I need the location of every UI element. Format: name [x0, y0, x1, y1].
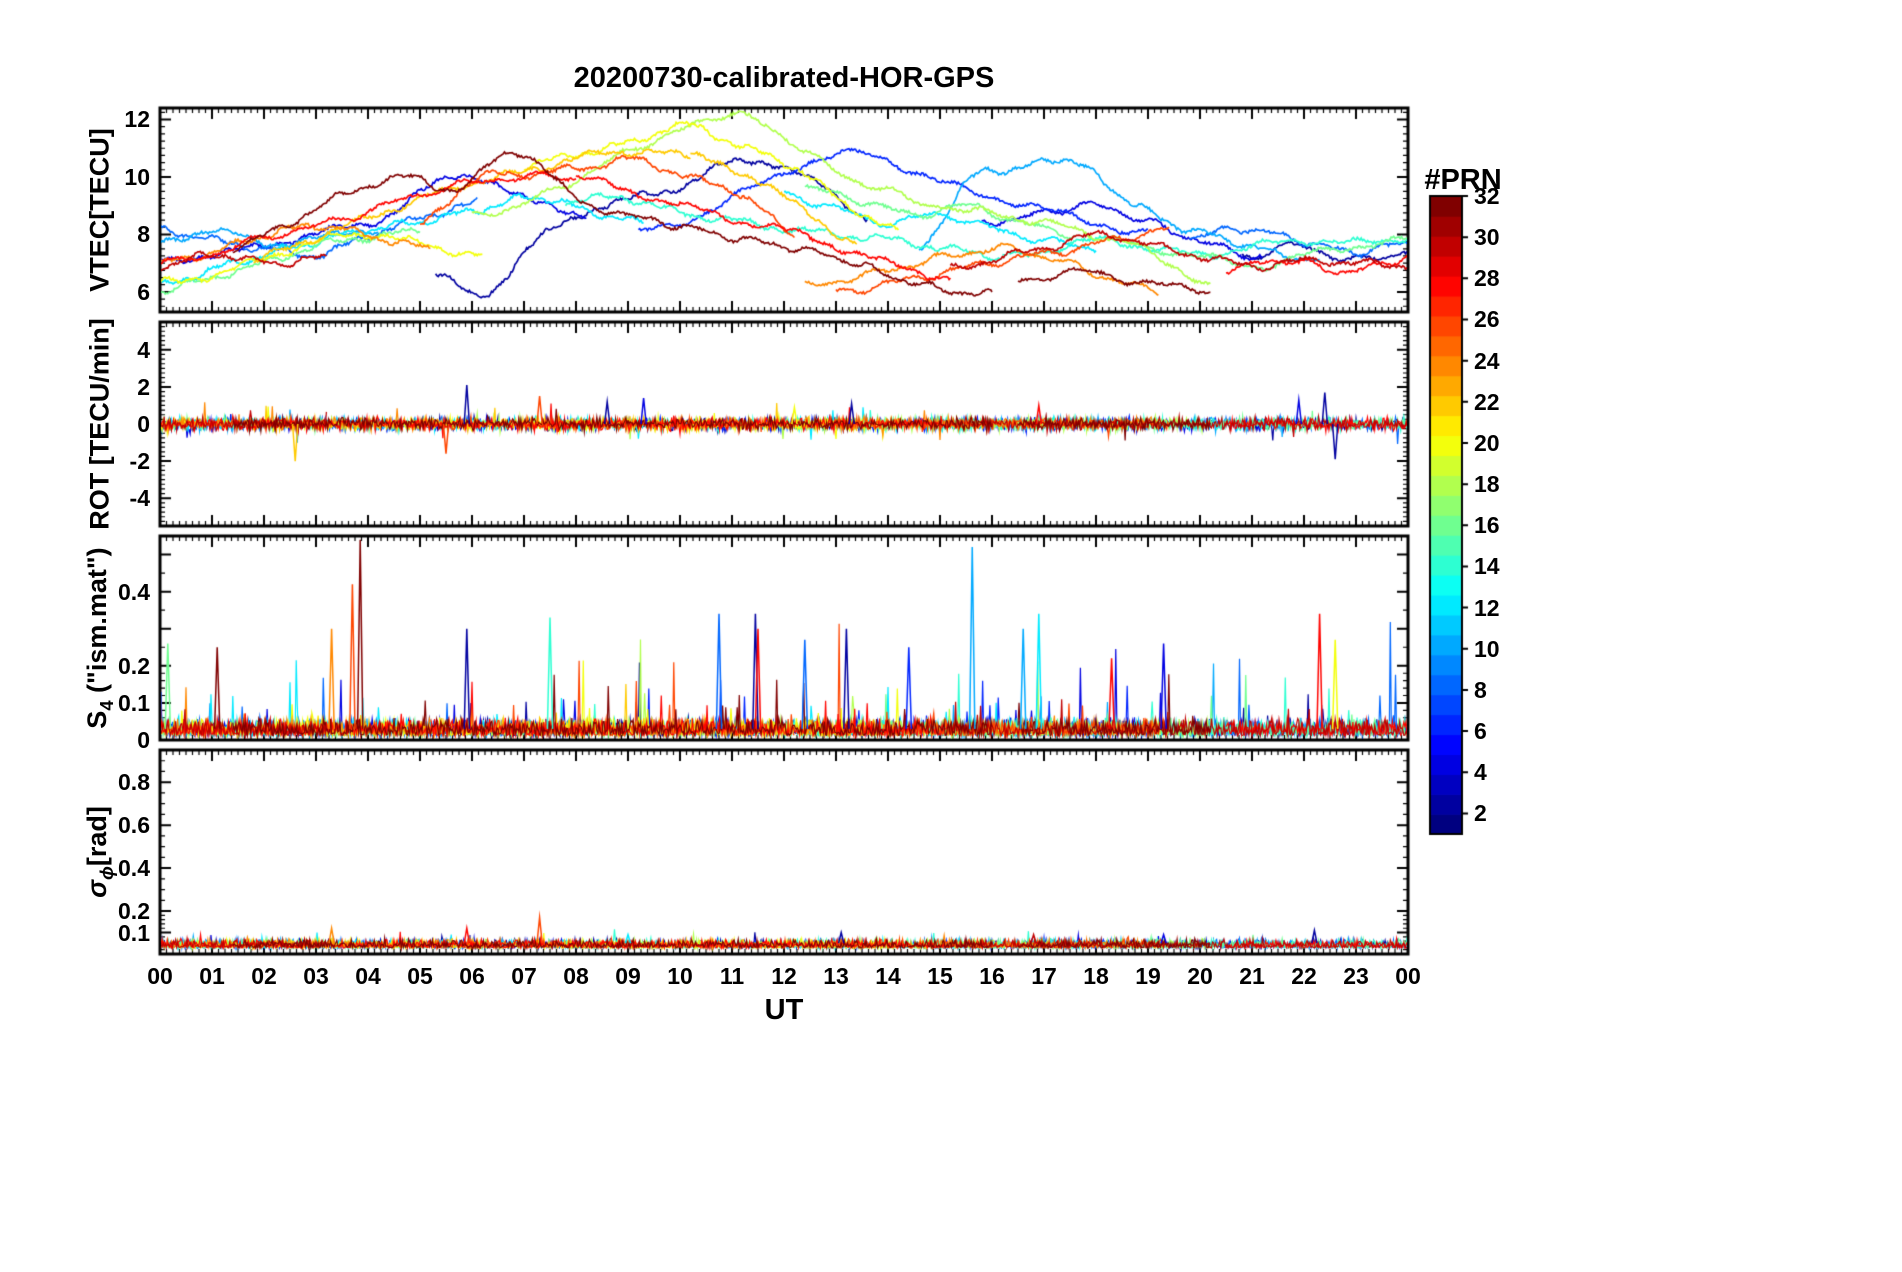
chart-title: 20200730-calibrated-HOR-GPS [573, 62, 995, 94]
y-axis-label-part: σ [81, 879, 112, 898]
y-axis-label-part: [rad] [81, 806, 112, 867]
y-axis-label-sigma-phi: σϕ[rad] [82, 806, 118, 898]
y-axis-label-part: ROT [TECU/min] [84, 318, 115, 530]
y-axis-label-part: ("ism.mat") [81, 547, 112, 701]
y-axis-label-rot: ROT [TECU/min] [85, 318, 116, 529]
colorbar-title: #PRN [1424, 164, 1502, 196]
y-axis-label-part: ϕ [96, 866, 118, 880]
y-axis-label-part: 4 [96, 700, 118, 711]
x-axis-label: UT [764, 994, 804, 1026]
y-axis-label-part: S [81, 710, 112, 729]
y-axis-label-part: VTEC[TECU] [84, 128, 115, 292]
y-axis-label-vtec: VTEC[TECU] [85, 128, 116, 292]
y-axis-label-s4: S4 ("ism.mat") [82, 547, 118, 728]
